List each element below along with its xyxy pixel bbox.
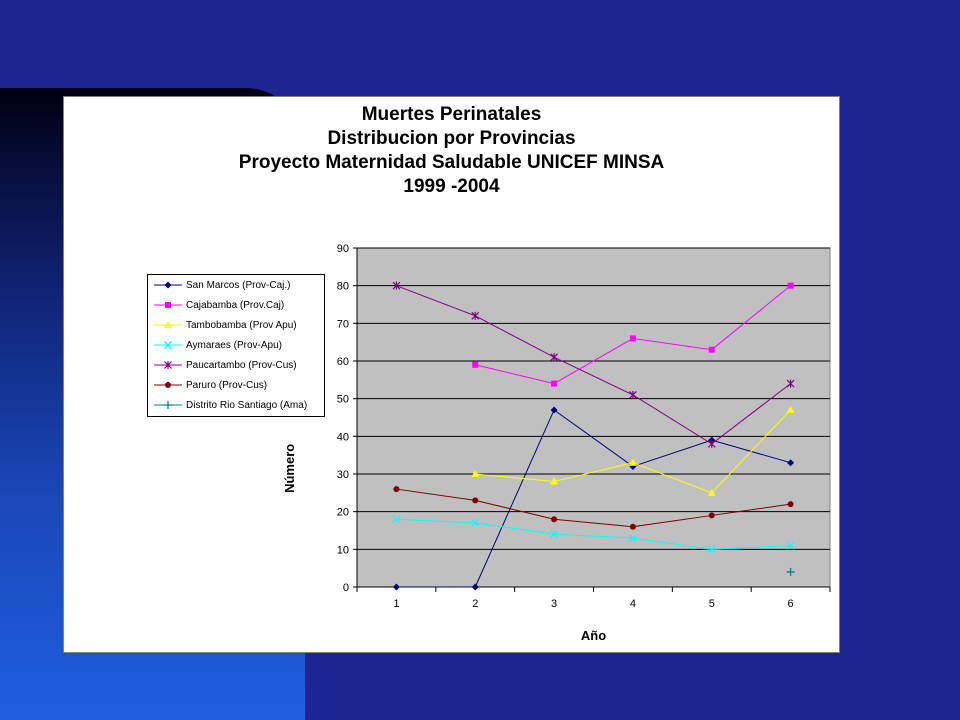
legend-swatch-marker xyxy=(164,321,172,328)
legend-swatch xyxy=(154,341,182,349)
legend-item: Paruro (Prov-Cus) xyxy=(152,375,322,395)
x-tick-label: 1 xyxy=(393,598,399,610)
series-line xyxy=(396,285,791,445)
legend-item: Distrito Rio Santiago (Ama) xyxy=(152,395,322,415)
data-point xyxy=(787,282,794,289)
data-point xyxy=(787,501,794,508)
series-line xyxy=(396,488,791,528)
y-tick-label: 20 xyxy=(337,507,349,519)
data-point xyxy=(471,583,479,591)
data-point xyxy=(472,361,479,368)
legend-swatch-marker xyxy=(164,361,172,369)
legend-swatch xyxy=(154,281,182,289)
chart-title-line-2: Distribucion por Provincias xyxy=(327,128,576,149)
legend-item: Paucartambo (Prov-Cus) xyxy=(152,355,322,375)
legend-swatch-marker xyxy=(165,302,171,308)
legend-label: Tambobamba (Prov Apu) xyxy=(186,319,297,331)
x-tick-label: 4 xyxy=(630,598,636,610)
y-axis-label: Número xyxy=(282,444,297,493)
chart-title-line-3: Proyecto Maternidad Saludable UNICEF MIN… xyxy=(238,152,665,173)
chart-title-line-4: 1999 -2004 xyxy=(403,176,500,197)
series-4 xyxy=(392,515,795,554)
legend-swatch xyxy=(154,401,182,409)
x-tick-label: 3 xyxy=(551,598,557,610)
data-point xyxy=(629,523,636,530)
legend-item: Aymaraes (Prov-Apu) xyxy=(152,335,322,355)
series-7 xyxy=(786,567,795,576)
legend-swatch-marker xyxy=(165,382,171,388)
x-tick-label: 5 xyxy=(709,598,715,610)
data-point xyxy=(550,477,559,485)
legend-swatch xyxy=(154,321,182,328)
data-point xyxy=(707,545,716,554)
chart-title-line-1: Muertes Perinatales xyxy=(361,104,542,125)
series-3 xyxy=(471,405,795,496)
data-point xyxy=(707,439,716,448)
data-point xyxy=(628,458,637,466)
series-2 xyxy=(472,282,794,387)
series-line xyxy=(396,409,791,588)
y-tick-label: 40 xyxy=(337,431,349,443)
data-point xyxy=(786,541,795,550)
data-point xyxy=(707,488,716,496)
legend-item: Cajabamba (Prov.Caj) xyxy=(152,295,322,315)
data-point xyxy=(550,530,559,539)
y-tick-label: 70 xyxy=(337,318,349,330)
data-point xyxy=(392,281,401,290)
series-5 xyxy=(392,281,795,448)
line-chart: 0 10 20 30 40 50 60 70 80 90 1 2 3 4 5 6 Año Número xyxy=(282,243,831,643)
data-point xyxy=(393,486,400,493)
data-point xyxy=(628,390,637,399)
legend-label: Distrito Rio Santiago (Ama) xyxy=(186,399,308,411)
data-point xyxy=(708,512,715,519)
data-point xyxy=(551,516,558,523)
data-point xyxy=(550,406,558,414)
y-tick-label: 0 xyxy=(343,582,349,594)
y-tick-label: 80 xyxy=(337,281,349,293)
legend-label: Paruro (Prov-Cus) xyxy=(186,379,268,391)
series-6 xyxy=(393,486,794,530)
legend-label: Cajabamba (Prov.Caj) xyxy=(186,299,285,311)
chart-legend: San Marcos (Prov-Caj.) Cajabamba (Prov.Ca… xyxy=(147,274,325,417)
series-1 xyxy=(392,406,795,591)
data-point xyxy=(708,346,715,353)
legend-label: Aymaraes (Prov-Apu) xyxy=(186,339,282,351)
y-tick-label: 60 xyxy=(337,356,349,368)
data-point xyxy=(628,534,637,542)
legend-swatch xyxy=(154,361,182,369)
x-tick-label: 6 xyxy=(788,598,794,610)
x-axis-label: Año xyxy=(581,628,606,643)
plot-area xyxy=(356,247,831,588)
data-point xyxy=(471,311,480,320)
data-point xyxy=(392,583,400,591)
data-point xyxy=(471,519,480,527)
data-point xyxy=(392,515,401,524)
y-tick-label: 90 xyxy=(337,243,349,255)
y-tick-label: 10 xyxy=(337,544,349,556)
data-point xyxy=(551,380,558,387)
y-tick-label: 50 xyxy=(337,394,349,406)
data-point xyxy=(786,379,795,388)
series-line xyxy=(396,518,791,550)
legend-swatch-marker xyxy=(164,281,172,289)
y-tick-label: 30 xyxy=(337,469,349,481)
legend-item: San Marcos (Prov-Caj.) xyxy=(152,275,322,295)
chart-panel: Muertes Perinatales Distribucion por Pro… xyxy=(63,96,840,653)
legend-item: Tambobamba (Prov Apu) xyxy=(152,315,322,335)
data-point xyxy=(471,470,480,477)
data-point xyxy=(787,459,795,467)
legend-swatch-marker xyxy=(164,401,172,409)
legend-swatch-marker xyxy=(164,341,172,349)
legend-label: Paucartambo (Prov-Cus) xyxy=(186,359,297,371)
data-point xyxy=(472,497,479,504)
data-point xyxy=(550,353,559,362)
data-point xyxy=(786,405,795,413)
x-tick-label: 2 xyxy=(472,598,478,610)
chart-title: Muertes Perinatales Distribucion por Pro… xyxy=(64,103,839,199)
legend-label: San Marcos (Prov-Caj.) xyxy=(186,279,291,291)
data-point xyxy=(629,335,636,342)
legend-swatch xyxy=(154,382,182,388)
data-point xyxy=(786,567,795,576)
legend-swatch xyxy=(154,302,182,308)
